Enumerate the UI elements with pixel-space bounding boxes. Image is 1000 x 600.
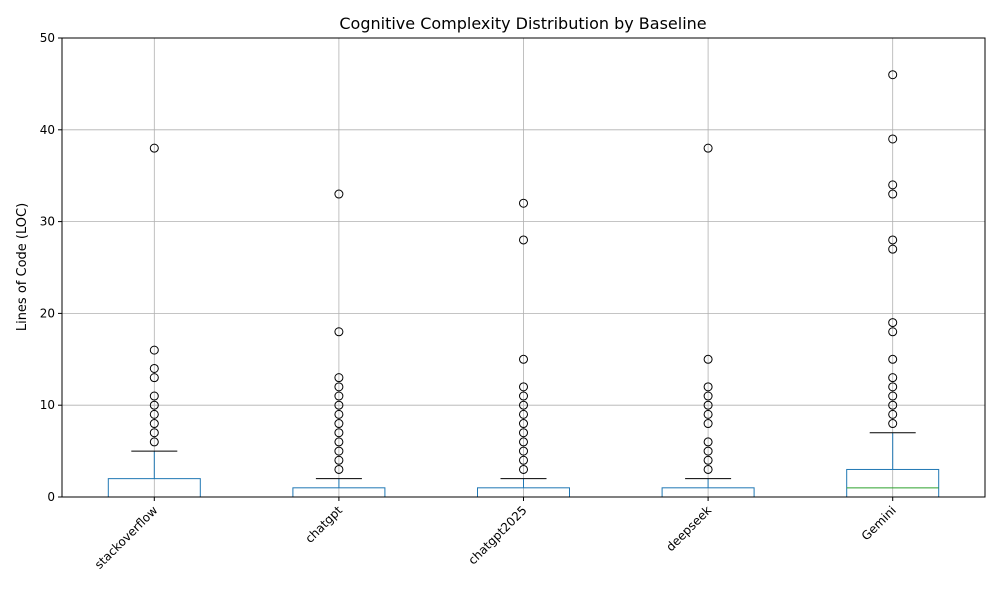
- outlier-point: [149, 345, 159, 355]
- outlier-point: [703, 391, 713, 401]
- chart-title: Cognitive Complexity Distribution by Bas…: [339, 14, 706, 33]
- outlier-point: [149, 143, 159, 153]
- y-tick-label: 40: [40, 123, 55, 137]
- outlier-point: [519, 354, 528, 364]
- outlier-point: [519, 198, 528, 208]
- y-tick-label: 10: [40, 398, 55, 412]
- outlier-point: [334, 455, 344, 465]
- outlier-point: [703, 143, 713, 153]
- outlier-point: [703, 409, 713, 419]
- outlier-point: [519, 464, 528, 474]
- outlier-point: [519, 428, 528, 438]
- outlier-point: [334, 382, 344, 392]
- outlier-point: [519, 235, 528, 245]
- outlier-point: [703, 455, 713, 465]
- outlier-point: [149, 391, 159, 401]
- y-tick-label: 0: [47, 490, 55, 504]
- grid-lines: [62, 37, 985, 498]
- outlier-point: [334, 428, 344, 438]
- outlier-point: [703, 382, 713, 392]
- outlier-points: [149, 70, 898, 474]
- outlier-point: [888, 70, 898, 80]
- outlier-point: [703, 437, 713, 447]
- outlier-point: [519, 391, 528, 401]
- outlier-point: [334, 419, 344, 429]
- outlier-point: [703, 354, 713, 364]
- outlier-point: [334, 409, 344, 419]
- y-axis-ticks: 0 10 20 30 40 50: [40, 31, 62, 504]
- y-tick-label: 50: [40, 31, 55, 45]
- outlier-point: [888, 327, 898, 337]
- outlier-point: [888, 134, 898, 144]
- outlier-point: [519, 437, 528, 447]
- y-tick-label: 20: [40, 306, 55, 320]
- outlier-point: [149, 363, 159, 373]
- outlier-point: [703, 419, 713, 429]
- outlier-point: [334, 437, 344, 447]
- outlier-point: [149, 437, 159, 447]
- outlier-point: [149, 373, 159, 383]
- outlier-point: [703, 446, 713, 456]
- outlier-point: [519, 446, 528, 456]
- outlier-point: [888, 409, 898, 419]
- outlier-point: [334, 373, 344, 383]
- outlier-point: [334, 327, 344, 337]
- outlier-point: [888, 180, 898, 190]
- outlier-point: [888, 373, 898, 383]
- outlier-point: [888, 400, 898, 410]
- outlier-point: [519, 409, 528, 419]
- outlier-point: [149, 400, 159, 410]
- y-tick-label: 30: [40, 215, 55, 229]
- outlier-point: [888, 354, 898, 364]
- outlier-point: [334, 189, 344, 199]
- outlier-point: [334, 446, 344, 456]
- y-axis-label: Lines of Code (LOC): [15, 203, 30, 331]
- outlier-point: [703, 400, 713, 410]
- outlier-point: [519, 419, 528, 429]
- outlier-point: [519, 400, 528, 410]
- outlier-point: [888, 419, 898, 429]
- outlier-point: [888, 189, 898, 199]
- outlier-point: [334, 391, 344, 401]
- outlier-point: [888, 235, 898, 245]
- outlier-point: [149, 409, 159, 419]
- outlier-point: [334, 464, 344, 474]
- outlier-point: [519, 455, 528, 465]
- outlier-point: [149, 428, 159, 438]
- outlier-point: [519, 382, 528, 392]
- outlier-point: [888, 382, 898, 392]
- outlier-point: [703, 464, 713, 474]
- outlier-point: [334, 400, 344, 410]
- outlier-point: [888, 318, 898, 328]
- outlier-point: [888, 391, 898, 401]
- outlier-point: [888, 244, 898, 254]
- outlier-point: [149, 419, 159, 429]
